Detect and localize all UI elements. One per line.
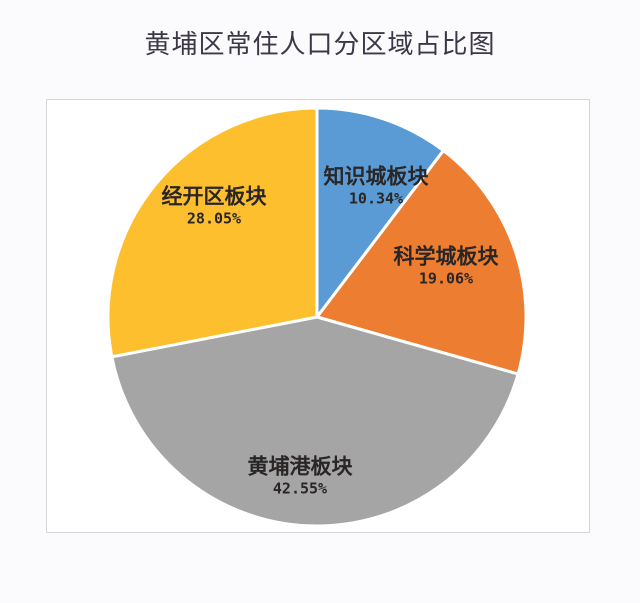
label-name: 科学城板块 [393,244,499,269]
data-label-huangpugang: 黄埔港板块 42.55% [248,454,353,497]
label-percent: 42.55% [272,479,328,498]
data-label-zhishicheng: 知识城板块 10.34% [324,164,429,207]
label-name: 黄埔港板块 [247,454,353,479]
label-percent: 10.34% [348,189,404,208]
slice-jingkaiqu [106,106,319,359]
label-name: 知识城板块 [323,164,429,189]
label-percent: 28.05% [186,209,242,228]
data-label-jingkaiqu: 经开区板块 28.05% [162,184,267,227]
slice-zhishicheng [315,106,445,319]
data-label-kexuecheng: 科学城板块 19.06% [394,244,499,287]
label-name: 经开区板块 [161,184,267,209]
label-percent: 19.06% [418,269,474,288]
chart-title: 黄埔区常住人口分区域占比图 [144,30,496,60]
slice-kexuecheng [315,149,528,376]
slice-huangpugang [110,315,520,528]
